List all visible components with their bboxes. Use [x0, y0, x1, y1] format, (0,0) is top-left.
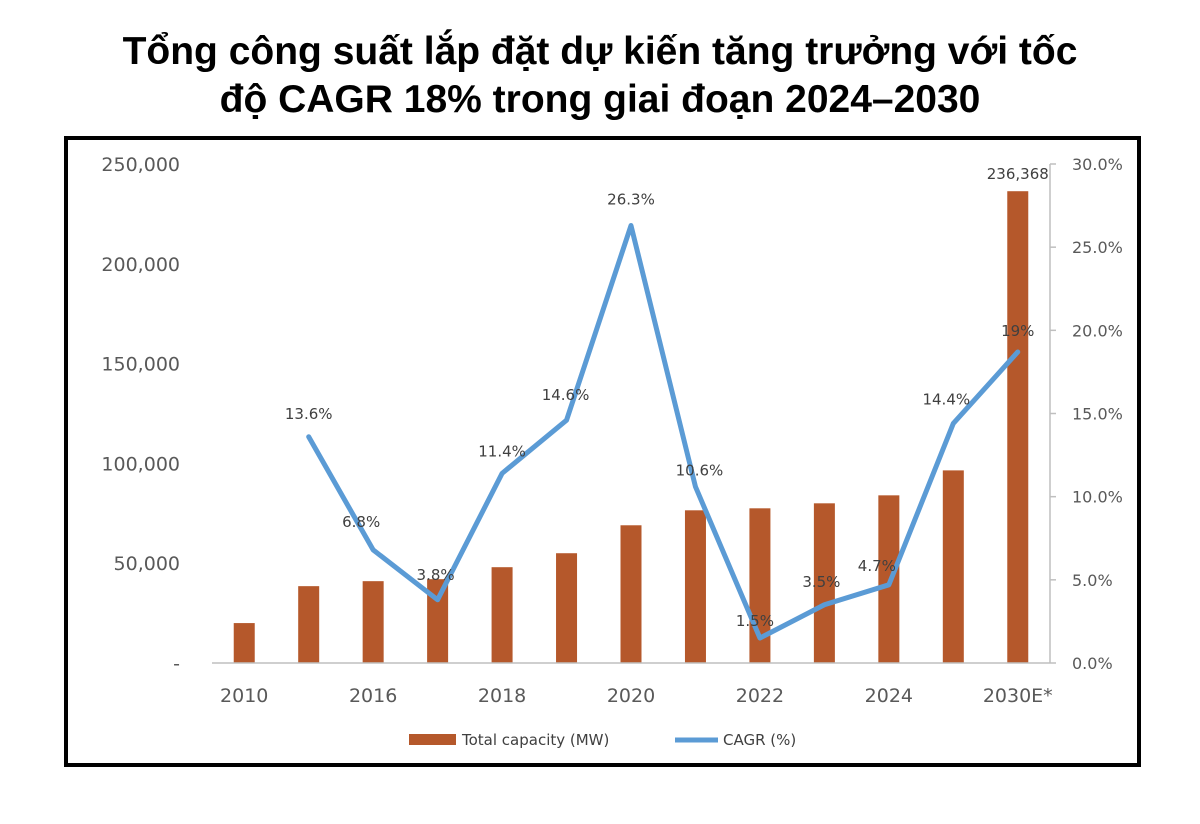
cagr-data-label: 6.8%	[342, 513, 380, 531]
cagr-data-label: 19%	[1001, 322, 1034, 340]
y-right-tick-label: 10.0%	[1072, 488, 1123, 507]
bar-2025	[942, 470, 964, 663]
x-tick-label: 2020	[607, 685, 655, 707]
y-right-tick-label: 0.0%	[1072, 654, 1113, 673]
y-left-tick-label: 250,000	[101, 154, 180, 176]
y-right-tick-label: 5.0%	[1072, 571, 1113, 590]
y-right-tick-label: 25.0%	[1072, 238, 1123, 257]
cagr-data-label: 3.5%	[802, 573, 840, 591]
bar-2017	[427, 579, 449, 663]
y-right-tick-label: 30.0%	[1072, 155, 1123, 174]
x-tick-label: 2010	[220, 685, 268, 707]
cagr-data-label: 14.4%	[922, 390, 970, 408]
y-left-tick-label: 150,000	[101, 354, 180, 376]
cagr-data-label: 11.4%	[478, 442, 526, 460]
cagr-line	[306, 223, 1021, 641]
legend-swatch-bar	[409, 734, 456, 745]
cagr-data-label: 13.6%	[285, 405, 333, 423]
bar-2015	[298, 586, 320, 663]
bar-2016	[362, 581, 384, 663]
x-tick-label: 2022	[736, 685, 784, 707]
cagr-data-label: 10.6%	[676, 462, 724, 480]
bar-2010	[233, 623, 255, 663]
title-line-2: độ CAGR 18% trong giai đoạn 2024–2030	[219, 78, 981, 121]
bar-2018	[491, 567, 513, 663]
cagr-data-label: 26.3%	[607, 191, 655, 209]
legend-label-bar: Total capacity (MW)	[461, 731, 609, 749]
bar-2023	[813, 503, 835, 663]
bar-2019	[556, 553, 578, 663]
x-tick-label: 2030E*	[983, 685, 1053, 707]
x-tick-label: 2018	[478, 685, 526, 707]
bar-2030E*	[1007, 191, 1029, 663]
title-line-1: Tổng công suất lắp đặt dự kiến tăng trưở…	[122, 30, 1078, 73]
cagr-data-label: 14.6%	[542, 386, 590, 404]
x-tick-label: 2016	[349, 685, 397, 707]
bar-data-label: 236,368	[987, 165, 1049, 183]
bar-2021	[684, 510, 706, 663]
chart-title: Tổng công suất lắp đặt dự kiến tăng trưở…	[0, 28, 1200, 124]
y-left-tick-label: 100,000	[101, 453, 180, 475]
bar-2020	[620, 525, 642, 663]
y-right-tick-label: 15.0%	[1072, 405, 1123, 424]
x-tick-label: 2024	[865, 685, 913, 707]
y-left-tick-label: 200,000	[101, 254, 180, 276]
y-left-tick-label: 50,000	[114, 553, 180, 575]
y-left-tick-label: -	[173, 653, 180, 675]
legend-label-line: CAGR (%)	[723, 731, 796, 749]
y-right-tick-label: 20.0%	[1072, 321, 1123, 340]
cagr-data-label: 1.5%	[736, 612, 774, 630]
cagr-data-label: 3.8%	[417, 566, 455, 584]
cagr-data-label: 4.7%	[858, 557, 896, 575]
